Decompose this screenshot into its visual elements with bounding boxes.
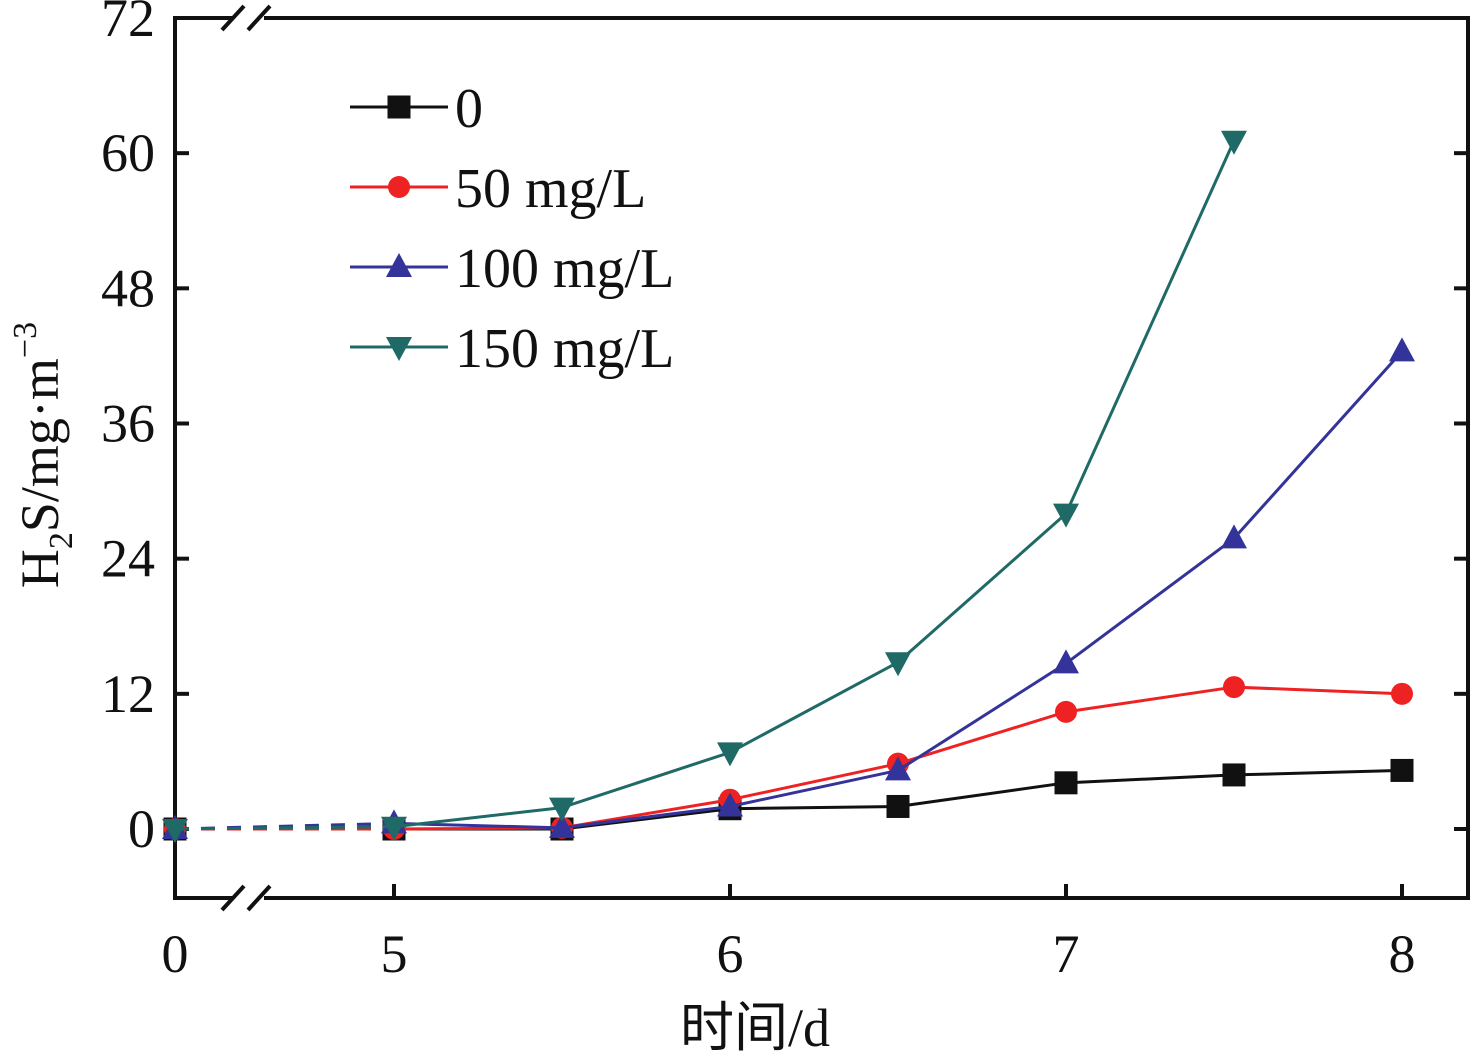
plot-frame (173, 4, 1470, 912)
series-line-segment (729, 660, 899, 754)
y-axis-title-rest: S/mg·m (10, 358, 70, 532)
x-tick-label: 8 (1389, 924, 1416, 984)
axis-break-mark (246, 4, 272, 32)
data-point (885, 652, 911, 677)
y-axis-title-superscript: −3 (7, 322, 44, 358)
data-point (1390, 758, 1414, 782)
data-point (1055, 700, 1077, 723)
legend-swatch-marker (387, 95, 411, 119)
y-tick-label: 48 (101, 258, 155, 318)
y-tick-label: 12 (101, 664, 155, 724)
legend-label: 50 mg/L (455, 158, 646, 220)
legend-item-1: 50 mg/L (350, 158, 646, 220)
legend-swatch-marker (388, 176, 410, 198)
data-point (1221, 524, 1247, 549)
y-axis-title: H2S/mg·m−3 (7, 322, 80, 588)
legend-swatch-marker (386, 253, 412, 277)
plot-border (173, 16, 1470, 900)
y-tick-label: 0 (128, 799, 155, 859)
x-tick-label: 5 (381, 924, 408, 984)
legend-item-0: 0 (350, 78, 483, 140)
series-line-segment (897, 662, 1067, 772)
legend-label: 0 (455, 78, 483, 140)
x-axis-ticks: 0 5 6 7 8 (162, 884, 1416, 984)
data-point (717, 742, 743, 767)
series-line-segment (729, 768, 899, 808)
data-point (1221, 130, 1247, 155)
x-tick-label: 7 (1053, 924, 1080, 984)
series-line-segment (1233, 768, 1403, 777)
data-point (1223, 676, 1245, 699)
data-point (885, 756, 911, 781)
series-1 (164, 676, 1413, 840)
data-point (1222, 763, 1246, 787)
legend-item-3: 150 mg/L (350, 318, 674, 380)
series-line-segment (897, 710, 1067, 766)
legend-label: 100 mg/L (455, 238, 674, 300)
series-line-segment (1065, 773, 1235, 785)
data-point (1391, 682, 1413, 705)
data-point (717, 792, 743, 817)
y-tick-label: 60 (101, 123, 155, 183)
series-line-segment (1065, 537, 1235, 665)
data-point (162, 819, 188, 843)
y-axis-title-main: H (10, 549, 70, 588)
series-3 (162, 130, 1247, 843)
series-line-segment (897, 781, 1067, 808)
data-point (1054, 771, 1078, 795)
series-line-segment (1065, 685, 1235, 714)
legend-swatch-marker (386, 337, 412, 361)
series-line-segment (561, 804, 731, 830)
y-axis-title-subscript: 2 (43, 532, 80, 549)
legend: 0 50 mg/L 100 mg/L 150 mg/L (350, 78, 674, 380)
data-point (1389, 337, 1415, 362)
x-tick-label: 0 (162, 924, 189, 984)
series-line-segment (729, 762, 899, 802)
series-layer (162, 130, 1415, 843)
x-axis-title: 时间/d (680, 998, 830, 1056)
axis-break-mark (220, 4, 246, 32)
series-line-segment (174, 825, 395, 831)
series-line-segment (1232, 350, 1404, 540)
series-line-segment (1064, 140, 1236, 515)
data-point (1053, 649, 1079, 674)
axis-break-mark (246, 884, 272, 912)
y-axis-ticks: 0 12 24 36 48 60 72 (101, 0, 1468, 859)
data-point (549, 797, 575, 822)
y-tick-label: 24 (101, 529, 155, 589)
series-line-segment (561, 750, 731, 810)
data-point (381, 816, 407, 841)
y-tick-label: 72 (101, 0, 155, 48)
data-point (549, 813, 575, 838)
x-tick-label: 6 (717, 924, 744, 984)
legend-label: 150 mg/L (455, 318, 674, 380)
y-tick-label: 36 (101, 394, 155, 454)
series-line-segment (1233, 685, 1403, 696)
axis-break-mark (220, 884, 246, 912)
legend-item-2: 100 mg/L (350, 238, 674, 300)
series-0 (163, 758, 1414, 841)
series-line-segment (729, 804, 899, 811)
series-line-segment (393, 806, 563, 829)
data-point (1053, 503, 1079, 528)
series-line-segment (897, 512, 1067, 664)
data-point (886, 794, 910, 818)
